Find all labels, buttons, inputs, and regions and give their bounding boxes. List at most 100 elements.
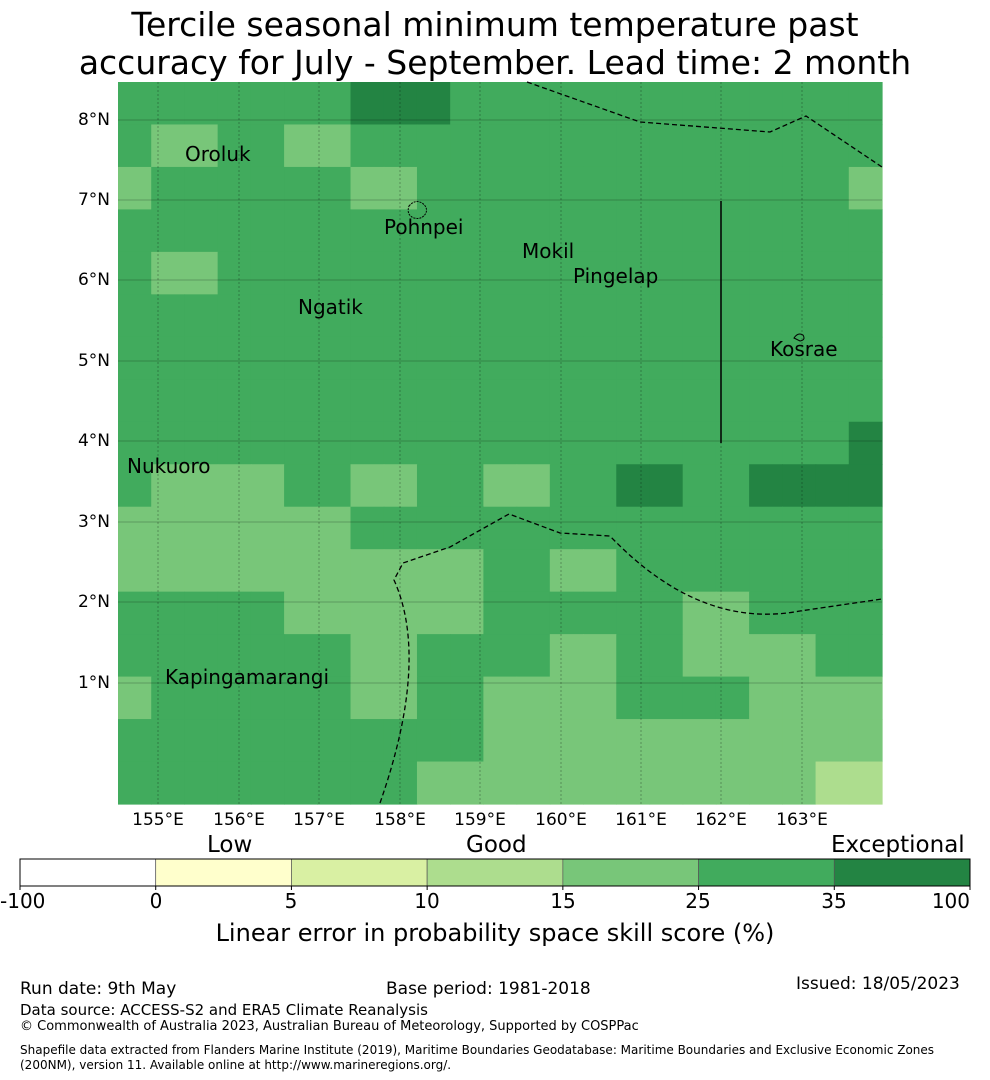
grid-cell xyxy=(549,506,584,550)
grid-cell xyxy=(749,251,783,295)
colorbar-tick-label: -100 xyxy=(0,889,46,913)
grid-cell xyxy=(682,166,717,211)
grid-cell xyxy=(350,761,385,805)
grid-cell xyxy=(151,591,186,635)
grid-cell xyxy=(549,124,584,168)
issued-date: Issued: 18/05/2023 xyxy=(796,974,960,994)
grid-cell xyxy=(184,251,219,295)
grid-cell xyxy=(616,761,651,805)
grid-cell xyxy=(749,591,783,635)
grid-cell xyxy=(184,166,219,211)
grid-cell xyxy=(682,761,717,805)
grid-cell xyxy=(815,464,850,508)
grid-cell xyxy=(416,591,451,635)
grid-cell xyxy=(118,379,152,423)
grid-cell xyxy=(848,251,883,295)
grid-cell xyxy=(350,124,385,168)
grid-cell xyxy=(217,124,252,168)
grid-cell xyxy=(682,591,717,635)
grid-cell xyxy=(284,591,318,635)
grid-cell xyxy=(848,591,883,635)
grid-cell xyxy=(516,464,551,508)
grid-cell xyxy=(815,591,850,635)
grid-cell xyxy=(450,549,484,593)
grid-cell xyxy=(450,761,484,805)
grid-cell xyxy=(583,209,617,253)
lat-label: 3°N xyxy=(77,512,110,532)
grid-cell xyxy=(616,676,651,720)
grid-cell xyxy=(682,209,717,253)
grid-cell xyxy=(250,506,285,550)
grid-cell xyxy=(118,591,152,635)
grid-cell xyxy=(250,761,285,805)
colorbar xyxy=(19,858,971,890)
grid-cell xyxy=(583,676,617,720)
place-label-ngatik: Ngatik xyxy=(298,295,363,319)
grid-cell xyxy=(450,379,484,423)
grid-cell xyxy=(217,549,252,593)
lat-label: 2°N xyxy=(77,592,110,612)
title-line-2: accuracy for July - September. Lead time… xyxy=(78,43,912,82)
grid-cell xyxy=(151,421,186,465)
grid-cell xyxy=(848,209,883,253)
grid-cell xyxy=(848,676,883,720)
grid-cell xyxy=(284,124,318,168)
grid-cell xyxy=(151,676,186,720)
grid-cell xyxy=(715,82,750,126)
grid-cell xyxy=(616,464,651,508)
lon-label: 156°E xyxy=(213,810,265,830)
grid-cell xyxy=(317,634,352,678)
grid-cell xyxy=(350,506,385,550)
grid-cell xyxy=(450,294,484,338)
colorbar-tick-label: 100 xyxy=(931,889,970,913)
grid-cell xyxy=(815,676,850,720)
grid-cell xyxy=(350,634,385,678)
grid-cell xyxy=(383,421,418,465)
grid-cell xyxy=(284,421,318,465)
grid-cell xyxy=(416,251,451,295)
grid-cell xyxy=(317,549,352,593)
grid-cell xyxy=(416,719,451,763)
grid-cell xyxy=(649,634,684,678)
grid-cell xyxy=(649,719,684,763)
grid-cell xyxy=(516,591,551,635)
grid-cell xyxy=(616,251,651,295)
grid-cell xyxy=(782,676,817,720)
grid-cell xyxy=(749,166,783,211)
grid-cell xyxy=(549,719,584,763)
grid-cell xyxy=(217,251,252,295)
grid-cell xyxy=(250,634,285,678)
grid-cell xyxy=(250,676,285,720)
grid-cell xyxy=(749,464,783,508)
grid-cell xyxy=(250,464,285,508)
grid-cell xyxy=(749,124,783,168)
category-label-low: Low xyxy=(207,832,253,858)
grid-cell xyxy=(782,549,817,593)
lat-label: 4°N xyxy=(77,431,110,451)
grid-cell xyxy=(217,209,252,253)
grid-cell xyxy=(250,251,285,295)
grid-cell xyxy=(583,294,617,338)
grid-cell xyxy=(483,124,518,168)
grid-cell xyxy=(848,166,883,211)
grid-cell xyxy=(416,124,451,168)
grid-cell xyxy=(848,506,883,550)
grid-cell xyxy=(749,506,783,550)
run-date: Run date: 9th May xyxy=(20,979,177,999)
grid-cell xyxy=(450,166,484,211)
place-label-kapingamarangi: Kapingamarangi xyxy=(165,665,330,689)
grid-cell xyxy=(583,124,617,168)
coastlines xyxy=(407,201,805,342)
grid-cell xyxy=(118,251,152,295)
grid-cell xyxy=(250,421,285,465)
grid-cell xyxy=(782,294,817,338)
grid-cell xyxy=(151,379,186,423)
lat-label: 6°N xyxy=(77,270,110,290)
map-title: Tercile seasonal minimum temperature pas… xyxy=(0,6,990,82)
grid-cell xyxy=(416,294,451,338)
grid-cell xyxy=(782,82,817,126)
grid-cell xyxy=(483,719,518,763)
grid-cell xyxy=(516,82,551,126)
grid-cell xyxy=(284,549,318,593)
